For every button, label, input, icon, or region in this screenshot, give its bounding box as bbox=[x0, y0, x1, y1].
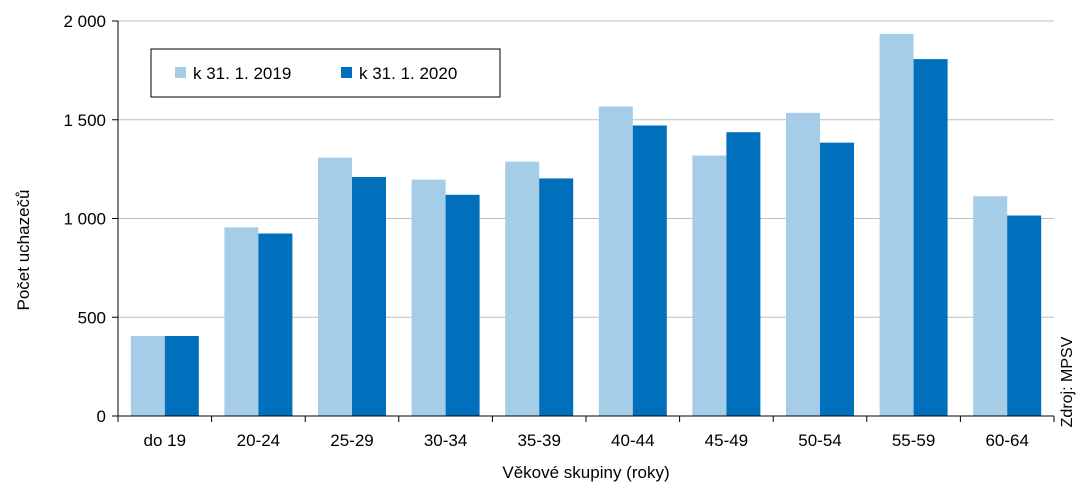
source-label: Zdroj: MPSV bbox=[1059, 336, 1076, 427]
legend-box bbox=[150, 48, 501, 98]
y-tick-label: 2 000 bbox=[63, 12, 106, 31]
bar-2020 bbox=[913, 59, 948, 417]
x-tick-label: 20-24 bbox=[237, 431, 280, 450]
x-tick-label: 45-49 bbox=[705, 431, 748, 450]
bar-2019 bbox=[318, 157, 352, 417]
bar-2020 bbox=[820, 142, 854, 416]
bar-2019 bbox=[598, 106, 633, 416]
x-tick-label: 35-39 bbox=[517, 431, 560, 450]
y-tick-label: 1 000 bbox=[63, 210, 106, 229]
x-tick-label: 50-54 bbox=[798, 431, 841, 450]
legend-label-2019: k 31. 1. 2019 bbox=[193, 64, 291, 83]
bar-2020 bbox=[539, 178, 574, 416]
bar-2019 bbox=[692, 155, 727, 416]
bar-2020 bbox=[164, 336, 199, 416]
bars bbox=[130, 33, 1042, 417]
bar-2019 bbox=[224, 227, 259, 416]
bar-2020 bbox=[258, 233, 293, 416]
legend: k 31. 1. 2019 k 31. 1. 2020 bbox=[150, 48, 501, 98]
y-tick-label: 1 500 bbox=[63, 111, 106, 130]
y-tick-label: 500 bbox=[78, 308, 106, 327]
x-tick-label: 60-64 bbox=[985, 431, 1028, 450]
bar-2020 bbox=[352, 177, 386, 416]
legend-swatch-2020 bbox=[341, 67, 352, 78]
bar-2019 bbox=[505, 161, 540, 416]
bar-2019 bbox=[879, 33, 914, 417]
x-tick-label: 55-59 bbox=[892, 431, 935, 450]
bar-2020 bbox=[632, 125, 667, 416]
bar-2020 bbox=[445, 194, 480, 416]
axes bbox=[112, 20, 1055, 422]
bar-2020 bbox=[726, 132, 761, 416]
tick-labels: 0 500 1 000 1 500 2 000 do 19 20-24 25-29 30-34 3… bbox=[63, 12, 1028, 450]
legend-label-2020: k 31. 1. 2020 bbox=[359, 64, 457, 83]
x-tick-label: do 19 bbox=[144, 431, 187, 450]
x-tick-label: 25-29 bbox=[330, 431, 373, 450]
bar-2019 bbox=[130, 336, 165, 416]
bar-2019 bbox=[411, 179, 446, 416]
x-tick-label: 40-44 bbox=[611, 431, 654, 450]
x-tick-label: 30-34 bbox=[424, 431, 467, 450]
y-tick-label: 0 bbox=[97, 407, 106, 426]
bar-2020 bbox=[1007, 215, 1042, 416]
bar-2019 bbox=[973, 196, 1008, 416]
x-axis-title: Věkové skupiny (roky) bbox=[502, 463, 669, 482]
legend-swatch-2019 bbox=[175, 67, 186, 78]
bar-2019 bbox=[786, 112, 820, 417]
y-axis-title: Počet uchazečů bbox=[14, 190, 33, 311]
